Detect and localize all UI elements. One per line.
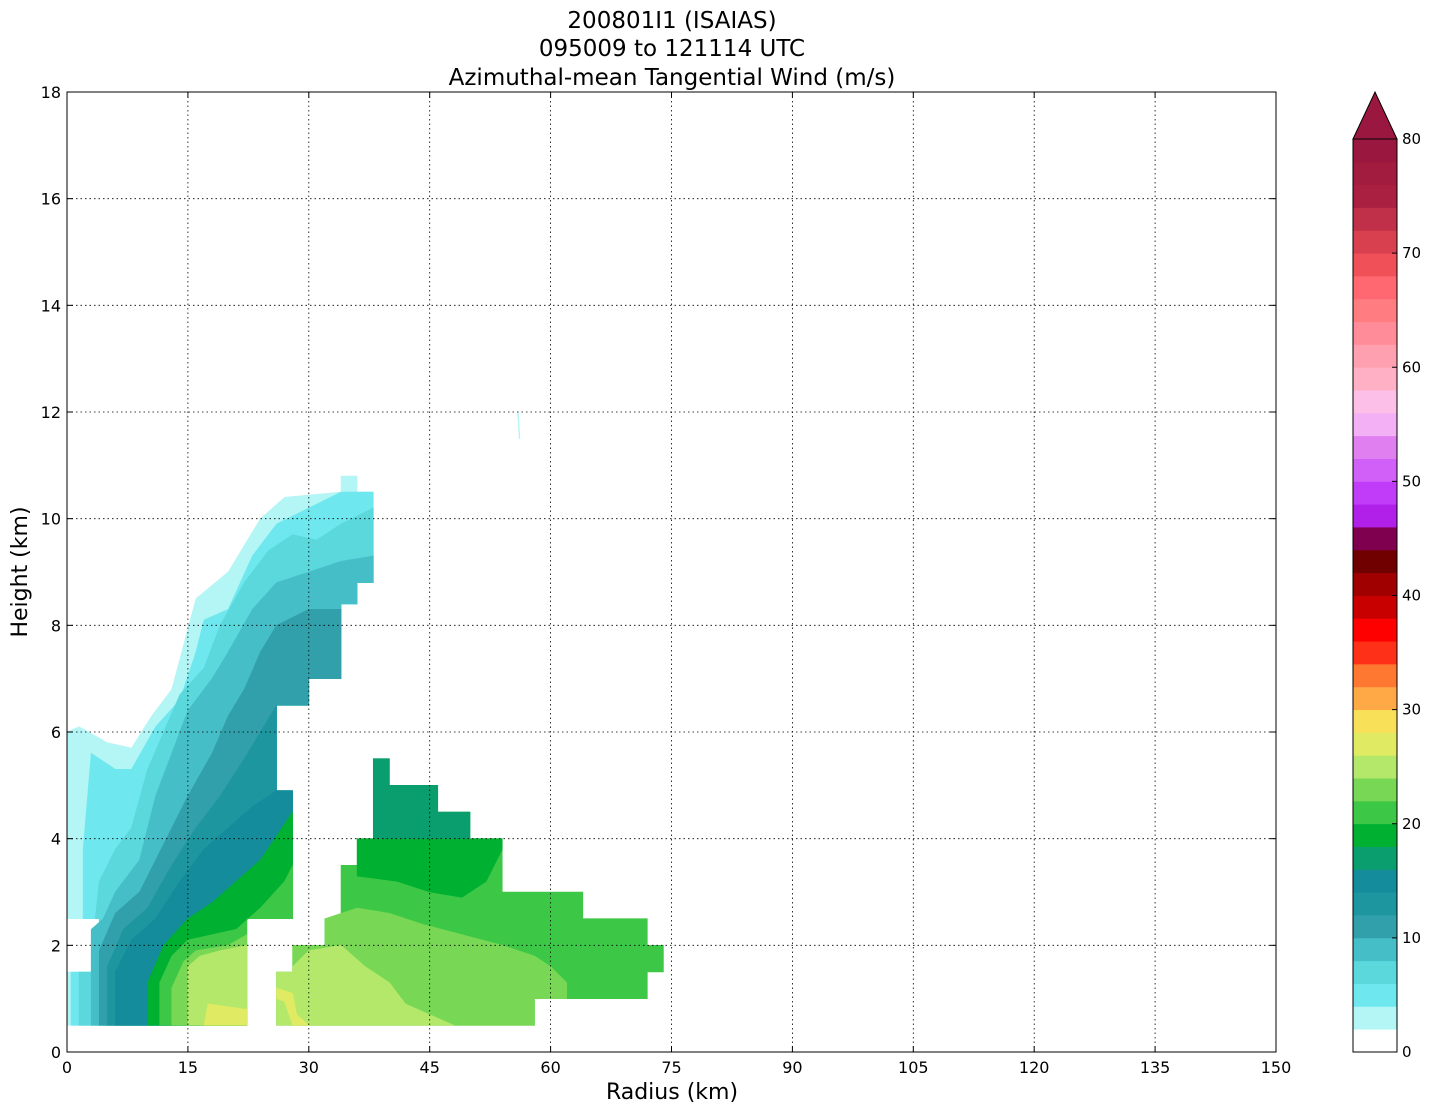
- y-tick-label: 4: [51, 830, 61, 849]
- y-tick-label: 8: [51, 616, 61, 635]
- x-tick-label: 90: [782, 1058, 802, 1077]
- colorbar-band: [1353, 207, 1397, 231]
- title-line: 095009 to 121114 UTC: [539, 36, 805, 62]
- colorbar-tick-label: 50: [1402, 472, 1421, 490]
- y-tick-label: 2: [51, 936, 61, 955]
- colorbar-band: [1353, 1029, 1397, 1053]
- x-axis-label: Radius (km): [606, 1080, 738, 1105]
- colorbar-band: [1353, 275, 1397, 300]
- x-tick-label: 30: [299, 1058, 319, 1077]
- contour-region: [276, 987, 310, 1026]
- contour-fills: [67, 411, 664, 1026]
- colorbar-band: [1353, 618, 1397, 642]
- colorbar-band: [1353, 253, 1397, 277]
- y-tick-label: 6: [51, 723, 61, 742]
- colorbar-band: [1353, 960, 1397, 984]
- colorbar-tick-label: 10: [1402, 929, 1421, 947]
- colorbar-band: [1353, 595, 1397, 619]
- colorbar-band: [1353, 641, 1397, 665]
- contour-region: [276, 945, 455, 1026]
- colorbar-tick-label: 60: [1402, 358, 1421, 376]
- colorbar-extend: [1352, 90, 1398, 140]
- y-tick-label: 0: [51, 1043, 61, 1062]
- colorbar: 0 10 20 30 40 50 60 70 80: [1352, 90, 1421, 1061]
- y-tick-label: 10: [41, 510, 61, 529]
- x-tick-label: 120: [1019, 1058, 1050, 1077]
- colorbar-band: [1353, 663, 1397, 688]
- colorbar-band: [1353, 755, 1397, 779]
- colorbar-band: [1353, 800, 1397, 825]
- x-tick-label: 150: [1261, 1058, 1292, 1077]
- x-tick-label: 60: [540, 1058, 560, 1077]
- colorbar-band: [1353, 504, 1397, 528]
- colorbar-band: [1353, 321, 1397, 345]
- colorbar-band: [1353, 412, 1397, 437]
- colorbar-band: [1353, 458, 1397, 482]
- colorbar-band: [1353, 435, 1397, 459]
- colorbar-band: [1353, 778, 1397, 802]
- x-tick-label: 105: [898, 1058, 929, 1077]
- y-tick-label: 18: [41, 83, 61, 102]
- colorbar-band: [1353, 390, 1397, 414]
- colorbar-band: [1353, 869, 1397, 893]
- colorbar-tick-label: 80: [1402, 130, 1421, 148]
- axes: 0 15 30 45 60 75 90 105 120 135 150 0 2 4 6 8 10 12 14 16 18: [41, 83, 1292, 1077]
- colorbar-band: [1353, 139, 1397, 163]
- colorbar-band: [1353, 344, 1397, 368]
- colorbar-band: [1353, 298, 1397, 322]
- colorbar-tick-label: 0: [1402, 1043, 1412, 1061]
- colorbar-band: [1353, 709, 1397, 733]
- colorbar-band: [1353, 732, 1397, 756]
- colorbar-band: [1353, 892, 1397, 916]
- colorbar-band: [1353, 937, 1397, 962]
- colorbar-band: [1353, 230, 1397, 254]
- colorbar-band: [1353, 572, 1397, 596]
- contour-region: [372, 758, 471, 839]
- colorbar-band: [1353, 915, 1397, 939]
- x-tick-label: 45: [420, 1058, 440, 1077]
- colorbar-band: [1353, 846, 1397, 870]
- y-tick-label: 14: [41, 296, 61, 315]
- colorbar-band: [1353, 686, 1397, 711]
- colorbar-tick-label: 30: [1402, 701, 1421, 719]
- x-tick-label: 0: [62, 1058, 72, 1077]
- colorbar-band: [1353, 161, 1397, 186]
- x-tick-label: 15: [178, 1058, 198, 1077]
- colorbar-band: [1353, 823, 1397, 847]
- contour-region: [517, 411, 521, 439]
- x-tick-label: 75: [661, 1058, 681, 1077]
- colorbar-band: [1353, 184, 1397, 208]
- colorbar-tick-label: 70: [1402, 244, 1421, 262]
- y-axis-label: Height (km): [8, 506, 33, 637]
- y-tick-label: 12: [41, 403, 61, 422]
- colorbar-band: [1353, 527, 1397, 551]
- colorbar-band: [1353, 481, 1397, 505]
- colorbar-band: [1353, 367, 1397, 391]
- colorbar-band: [1353, 549, 1397, 574]
- colorbar-tick-label: 20: [1402, 815, 1421, 833]
- title-line: 200801I1 (ISAIAS): [567, 8, 776, 34]
- x-tick-label: 135: [1140, 1058, 1171, 1077]
- title-line: Azimuthal-mean Tangential Wind (m/s): [449, 65, 896, 91]
- colorbar-band: [1353, 1006, 1397, 1030]
- colorbar-tick-label: 40: [1402, 587, 1421, 605]
- y-tick-label: 16: [41, 190, 61, 209]
- colorbar-band: [1353, 983, 1397, 1007]
- contour-region: [203, 1003, 248, 1026]
